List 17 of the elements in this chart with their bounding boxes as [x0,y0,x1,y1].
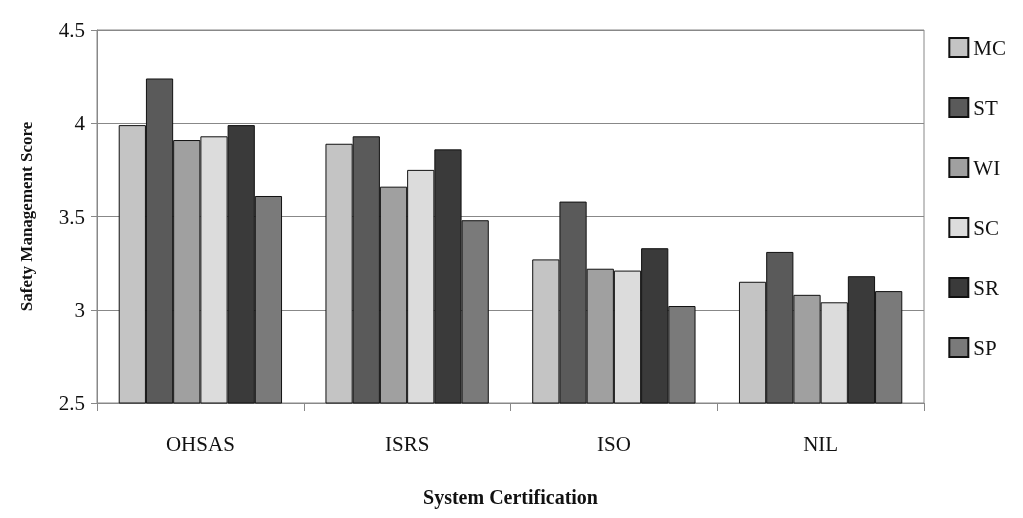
legend-label: WI [973,155,1001,180]
y-axis-title: Safety Management Score [17,121,36,312]
y-tick-label: 4 [74,111,86,136]
x-tick-label: ISRS [384,431,430,456]
x-tick-label: ISO [596,431,631,456]
x-tick-label: OHSAS [165,431,235,456]
legend-label: SC [973,215,1000,240]
y-tick-label: 4.5 [58,18,85,42]
x-tick-label: NIL [803,431,839,456]
legend-label: SP [973,335,997,360]
legend-label: SR [973,275,1000,300]
x-axis-title: System Certification [423,486,598,509]
y-tick-label: 3 [74,297,85,322]
legend-label: MC [973,35,1007,60]
y-tick-label: 2.5 [58,391,85,415]
y-tick-label: 3.5 [58,204,85,229]
legend-label: ST [973,95,998,120]
